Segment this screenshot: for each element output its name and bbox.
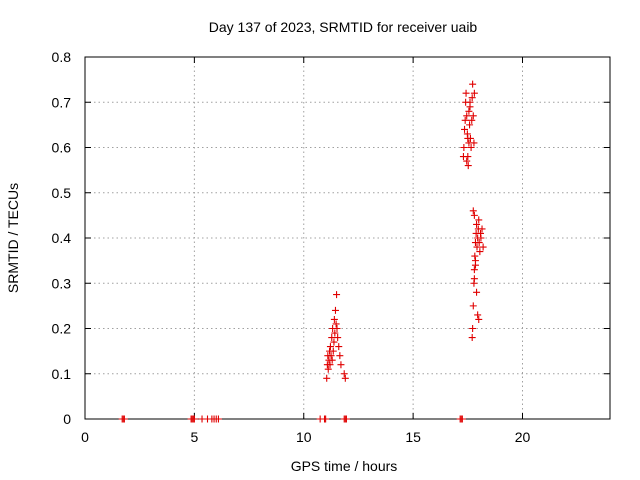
data-point [326,361,334,369]
y-tick-label: 0.4 [52,230,72,246]
y-tick-label: 0.5 [52,185,72,201]
data-point [470,211,478,219]
x-tick-label: 0 [81,429,89,445]
x-tick-labels: 0 5 10 15 20 [81,429,530,445]
data-point [460,144,468,151]
chart-title: Day 137 of 2023, SRMTID for receiver uai… [209,19,478,35]
y-tick-label: 0.2 [52,321,72,337]
y-tick-label: 0.7 [52,94,72,110]
data-point [463,157,471,165]
data-point [470,89,478,97]
data-point [469,207,477,215]
data-point [468,94,476,102]
data-point [342,415,350,423]
grid-lines [85,57,610,419]
data-point [475,216,483,224]
y-tick-label: 0.3 [52,275,72,291]
y-axis-label: SRMTID / TECUs [5,183,21,293]
data-point [473,220,481,228]
data-point [322,415,330,423]
data-point [461,116,469,124]
data-point [470,275,478,283]
data-point [336,352,344,360]
data-point [337,361,345,369]
data-point [331,329,339,337]
data-point [328,356,336,364]
data-point [469,302,477,310]
data-point [464,134,472,142]
data-point [214,415,222,423]
x-tick-label: 20 [515,429,531,445]
data-point [464,162,472,170]
y-tick-label: 0.1 [52,366,72,382]
data-point [464,153,472,161]
data-point [479,243,487,251]
data-point [331,306,339,314]
data-point [469,325,477,332]
data-point [473,243,481,251]
data-point [470,266,478,274]
data-point [330,315,338,323]
data-point [466,121,474,129]
data-point [474,311,482,319]
y-tick-label: 0.6 [52,140,72,156]
data-point [475,239,483,247]
data-point [473,288,481,296]
data-point [190,415,198,423]
data-point [462,89,470,97]
y-tick-label: 0.8 [52,49,72,65]
data-point [120,415,128,423]
data-point [478,225,486,233]
data-point [328,334,336,342]
data-point [327,352,335,360]
data-point [471,261,479,269]
data-point [326,343,334,351]
data-point [323,374,331,382]
data-point [332,320,340,328]
data-point [330,338,338,346]
data-point [476,248,484,256]
y-tick-label: 0 [63,411,71,427]
data-point [334,334,342,342]
x-tick-label: 10 [296,429,312,445]
data-point [340,370,348,378]
data-point [458,415,466,423]
x-tick-label: 15 [405,429,421,445]
data-point [470,139,478,147]
data-point [463,112,471,120]
data-point [341,374,349,382]
data-point [468,334,476,342]
data-point [335,343,343,351]
data-point [329,347,337,355]
data-point [469,80,477,88]
data-point [333,291,341,299]
data-point [465,107,473,115]
data-points [118,80,487,423]
data-point [333,325,341,332]
data-point [468,116,476,124]
x-tick-label: 5 [190,429,198,445]
y-tick-labels: 0 0.1 0.2 0.3 0.4 0.5 0.6 0.7 0.8 [52,49,72,427]
data-point [461,125,469,133]
data-point [477,234,485,242]
data-point [475,315,483,323]
data-point [471,252,479,260]
data-point [466,98,474,106]
x-axis-label: GPS time / hours [291,458,398,474]
data-point [469,112,477,120]
data-point [467,144,475,151]
data-point [324,365,332,373]
